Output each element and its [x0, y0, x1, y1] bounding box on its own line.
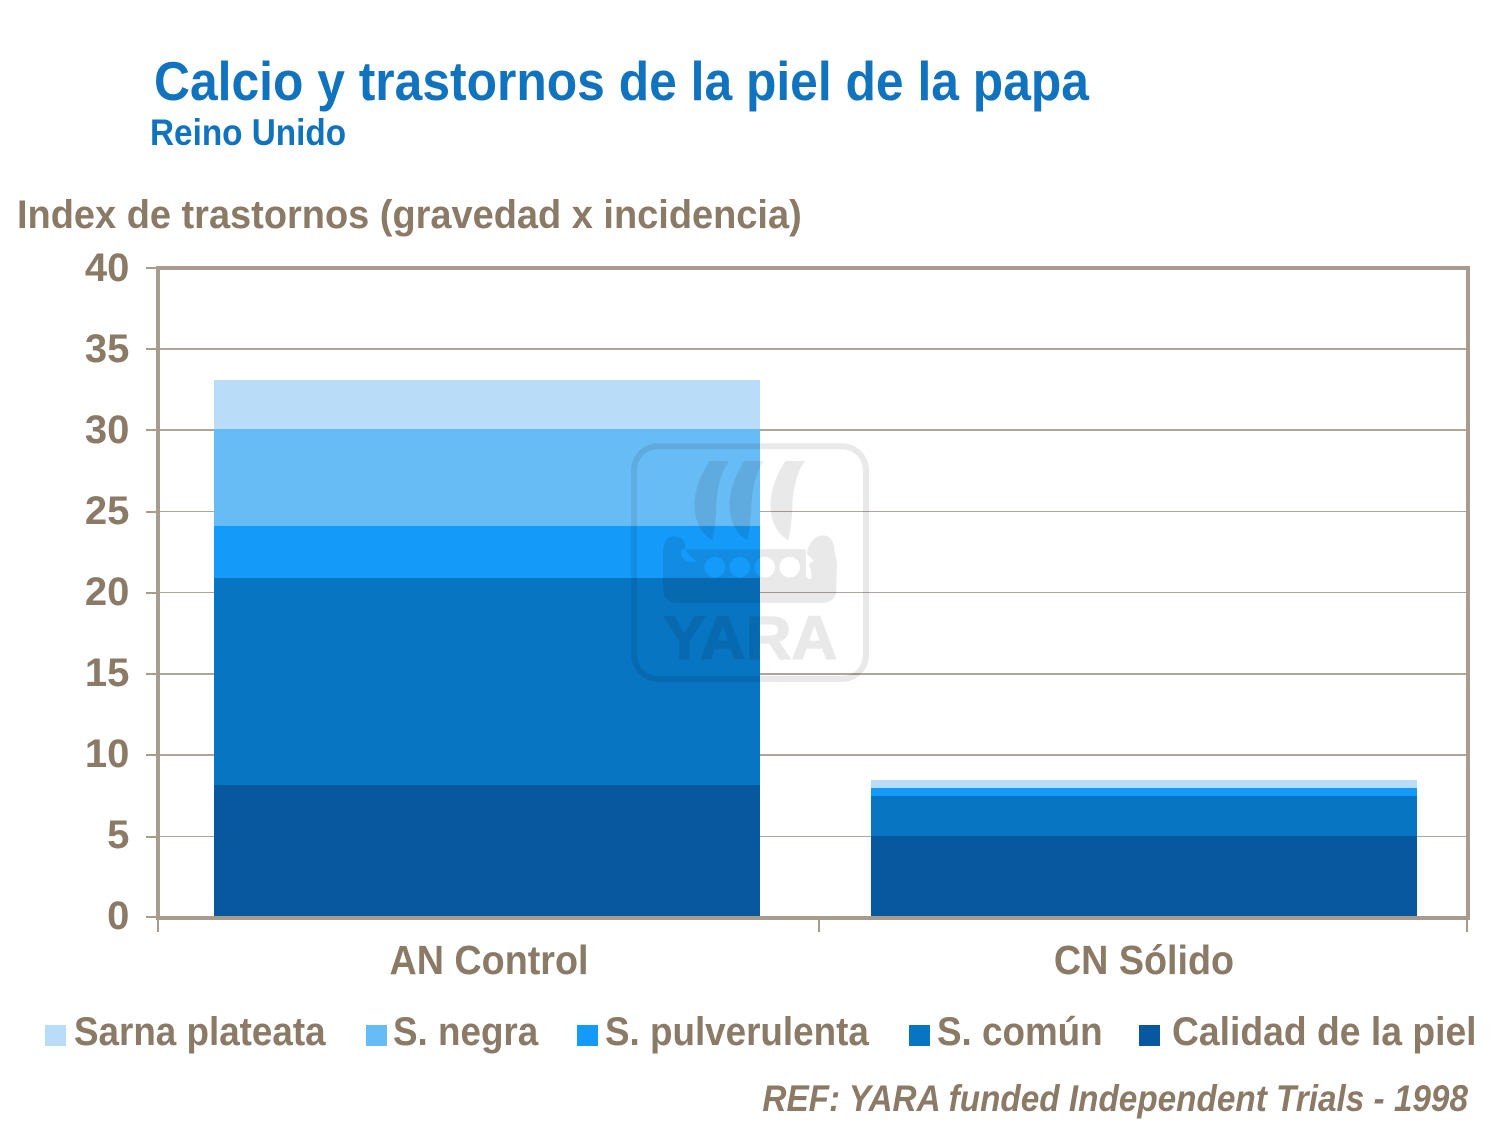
svg-text:YARA: YARA [663, 604, 837, 672]
